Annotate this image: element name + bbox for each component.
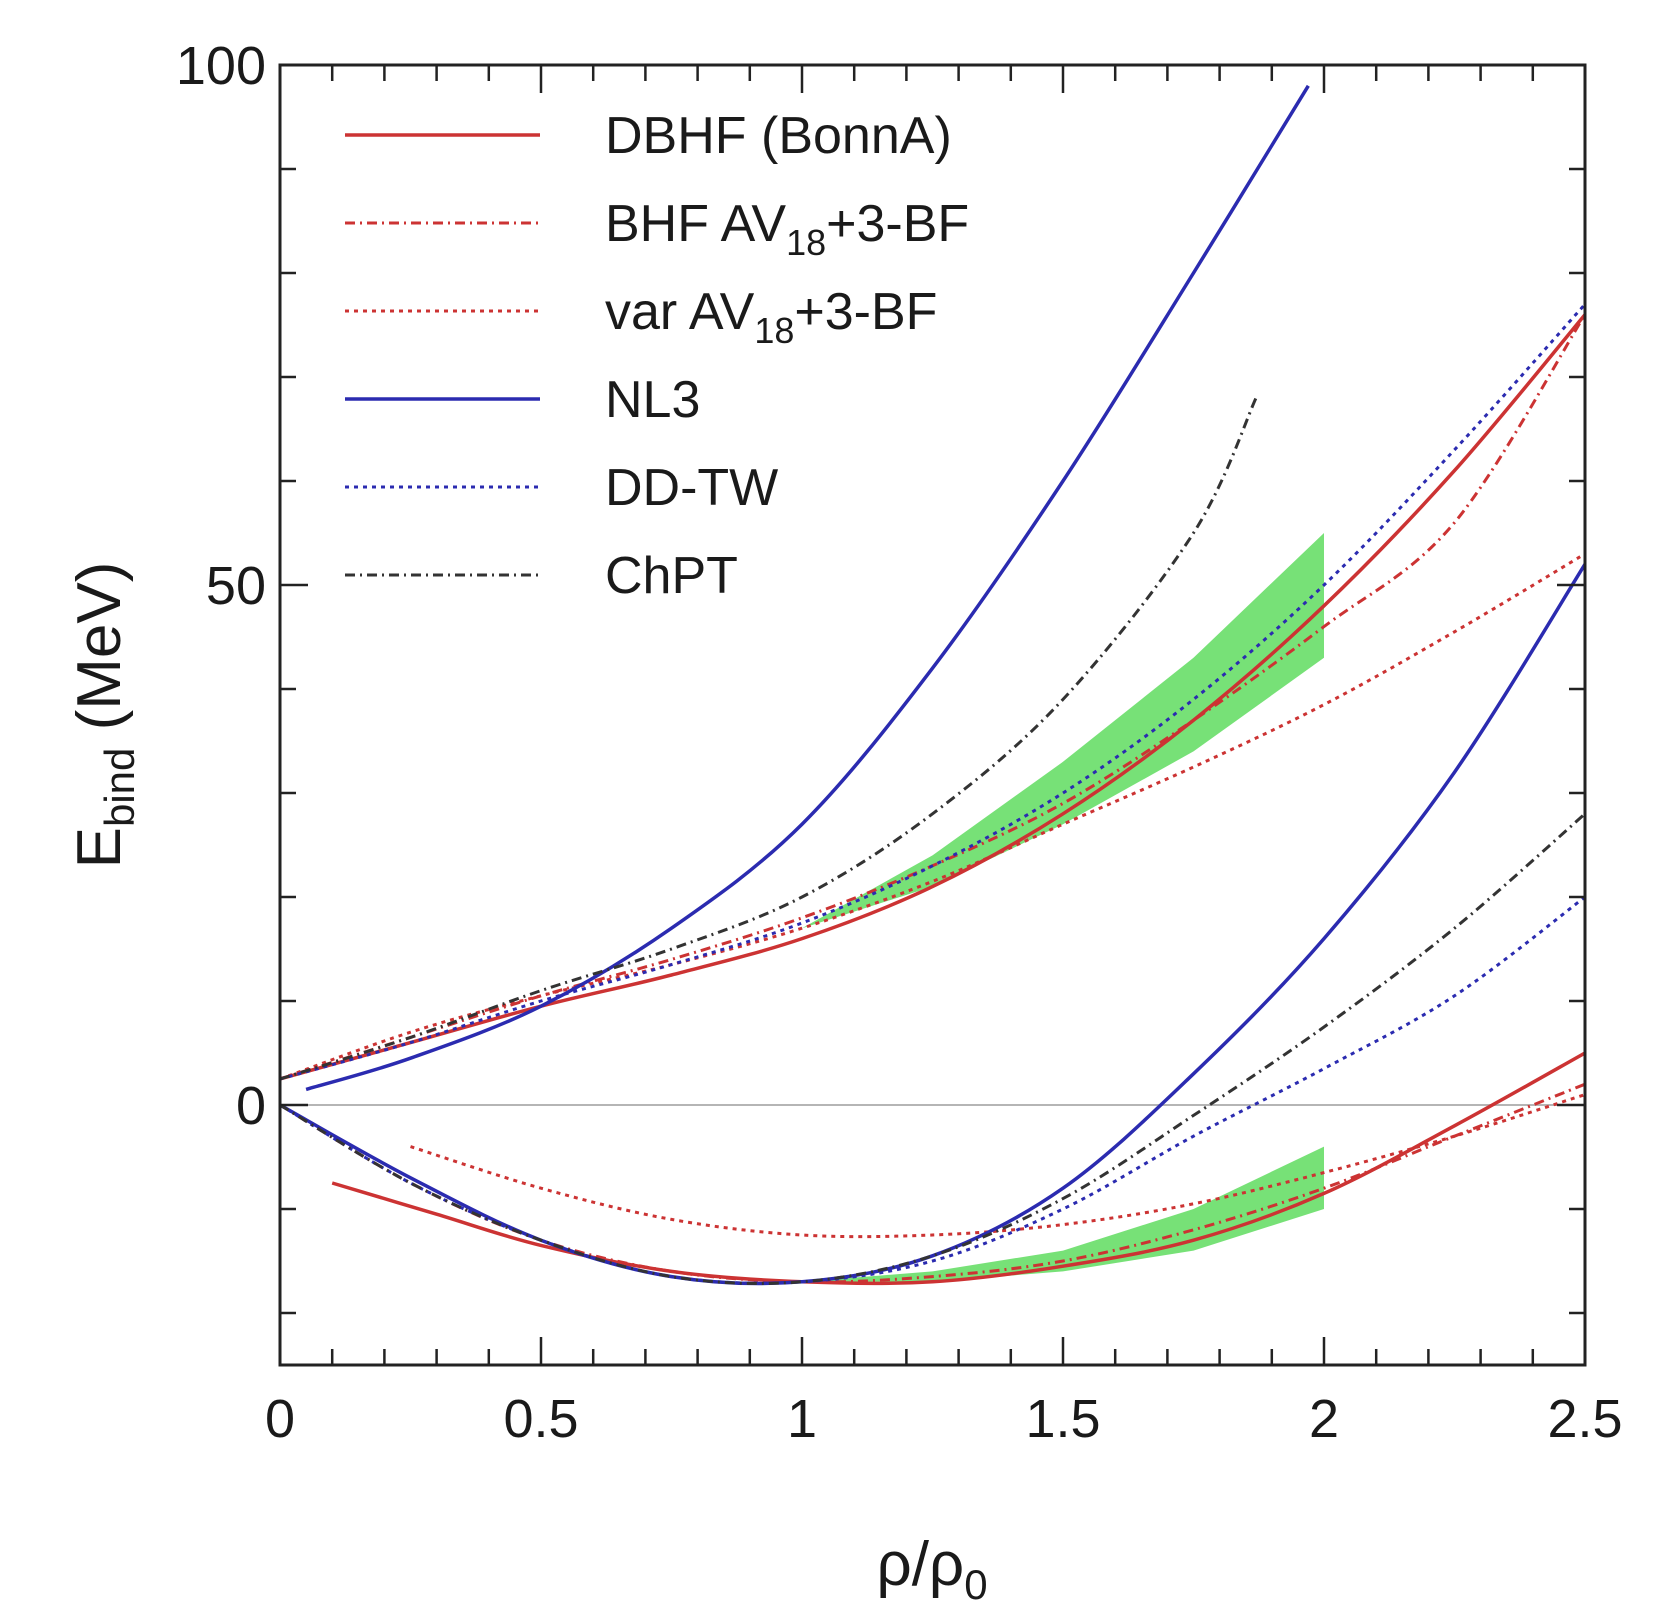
plot-frame — [278, 63, 1587, 1367]
legend-label: DBHF (BonnA) — [605, 107, 952, 165]
x-tick-label: 1 — [787, 1389, 817, 1449]
nuclear-matter-band — [802, 1146, 1324, 1282]
y-tick-label: 0 — [236, 1076, 266, 1136]
legend-label: NL3 — [605, 371, 700, 429]
legend-item-dd-tw: DD-TW — [345, 459, 778, 517]
y-axis-title: Ebind (MeV) — [65, 562, 143, 869]
series-var-av18-3-bf-neutron — [280, 552, 1585, 1081]
series-dbhf-bonna-nuclear — [331, 1051, 1585, 1286]
x-axis-title: ρ/ρ0 — [876, 1530, 987, 1608]
legend-item-bhf-av18-3-bf: BHF AV18+3-BF — [345, 195, 969, 263]
axis-ticks — [278, 63, 1587, 1365]
x-tick-label: 1.5 — [1025, 1389, 1100, 1449]
legend-item-chpt: ChPT — [345, 547, 738, 605]
legend-label: var AV18+3-BF — [605, 283, 937, 351]
series-chpt-nuclear — [280, 812, 1585, 1286]
series-dbhf-bonna-neutron — [280, 313, 1585, 1081]
series-var-av18-3-bf-nuclear — [410, 1093, 1585, 1239]
series-dd-tw-neutron — [280, 303, 1585, 1081]
uncertainty-bands — [802, 533, 1324, 1282]
x-tick-label: 2.5 — [1547, 1389, 1622, 1449]
tick-labels: 0 0.5 1 1.5 2 2.5 0 50 100 — [176, 36, 1623, 1449]
x-tick-label: 0 — [265, 1389, 295, 1449]
series-layer — [280, 84, 1585, 1286]
neutron-matter-band — [802, 533, 1324, 929]
y-tick-label: 50 — [206, 556, 266, 616]
legend-item-nl3: NL3 — [345, 371, 700, 429]
legend-item-var-av18-3-bf: var AV18+3-BF — [345, 283, 937, 351]
series-nl3-neutron — [305, 84, 1310, 1092]
legend: DBHF (BonnA) BHF AV18+3-BF var AV18+3-BF NL… — [345, 107, 969, 605]
x-tick-label: 0.5 — [503, 1389, 578, 1449]
series-chpt-neutron — [280, 397, 1258, 1081]
x-tick-label: 2 — [1309, 1389, 1339, 1449]
series-bhf-av18-3-bf-neutron — [280, 313, 1585, 1081]
series-nl3-nuclear — [280, 563, 1585, 1286]
legend-label: DD-TW — [605, 459, 778, 517]
legend-item-dbhf-bonna: DBHF (BonnA) — [345, 107, 952, 165]
legend-label: BHF AV18+3-BF — [605, 195, 969, 263]
y-tick-label: 100 — [176, 36, 266, 96]
legend-label: ChPT — [605, 547, 738, 605]
series-bhf-av18-3-bf-nuclear — [280, 1082, 1585, 1284]
